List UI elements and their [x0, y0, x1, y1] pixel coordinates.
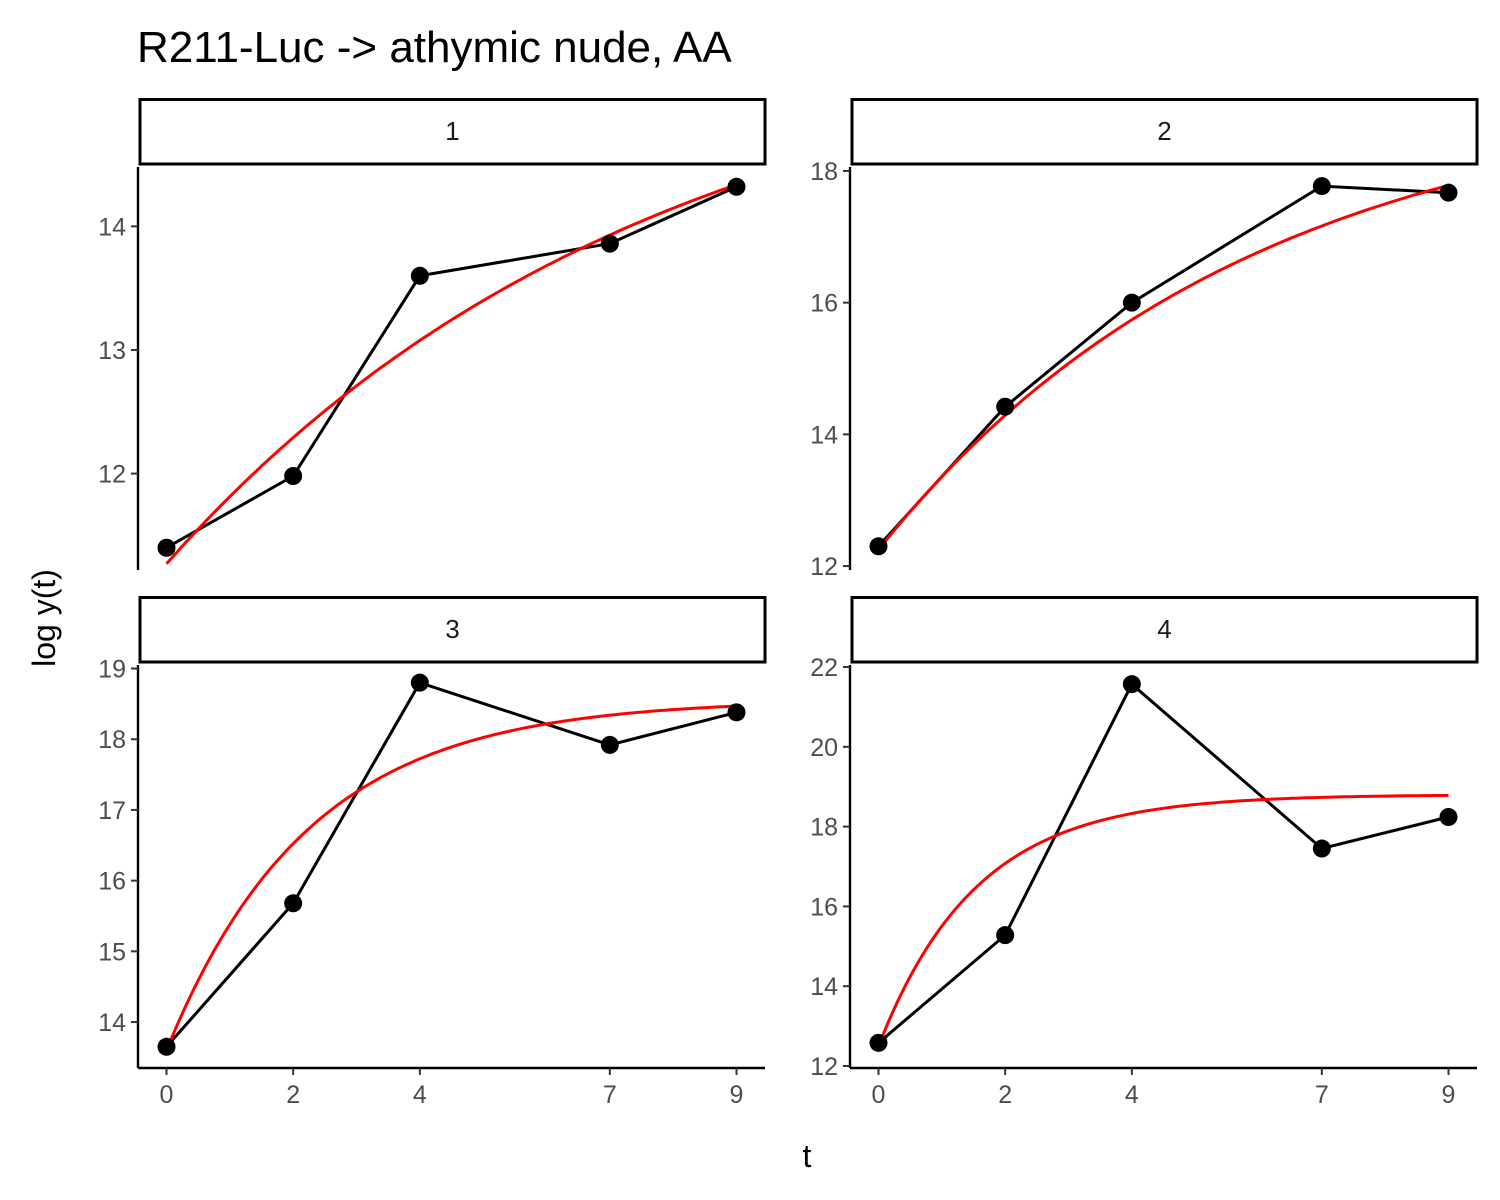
- y-tick-label: 16: [98, 868, 126, 896]
- panel-4: 4 12 14 16 18 20 22 0 2 4 7 9: [810, 596, 1479, 1109]
- x-tick-label: 4: [413, 1081, 427, 1109]
- y-tick-label: 14: [810, 421, 838, 449]
- x-tick-label: 0: [160, 1081, 174, 1109]
- panel-3: 3 14 15 16 17 18 19 0 2 4 7 9: [98, 596, 767, 1109]
- observed-point: [157, 1037, 176, 1056]
- fitted-curve-line: [165, 704, 737, 1051]
- observed-point: [284, 894, 303, 913]
- observed-point: [410, 266, 429, 285]
- observed-point: [996, 926, 1015, 945]
- y-tick-label: 12: [810, 553, 838, 581]
- fitted-curve-line: [877, 183, 1449, 551]
- x-tick-label: 7: [603, 1081, 617, 1109]
- x-tick-label: 4: [1125, 1081, 1139, 1109]
- facet-strip: [850, 98, 1479, 166]
- chart-title: R211-Luc -> athymic nude, AA: [137, 23, 732, 72]
- panel-1: 1 12 13 14: [98, 98, 767, 570]
- observed-series-line: [877, 681, 1449, 1045]
- facet-strip: [138, 596, 767, 664]
- observed-series-line: [877, 184, 1449, 548]
- y-tick-label: 15: [98, 938, 126, 966]
- facet-strip-label: 3: [445, 614, 459, 644]
- y-tick-label: 18: [810, 814, 838, 842]
- observed-series-line: [165, 185, 738, 550]
- y-tick-label: 20: [810, 734, 838, 762]
- observed-point: [1312, 839, 1331, 858]
- panel-2: 2 12 14 16 18: [810, 98, 1479, 581]
- observed-point: [869, 1033, 888, 1052]
- facet-strip-label: 2: [1157, 116, 1171, 146]
- facet-strip-label: 4: [1157, 614, 1171, 644]
- observed-point: [1122, 293, 1141, 312]
- x-tick-label: 0: [872, 1081, 886, 1109]
- observed-point: [284, 467, 303, 486]
- observed-point: [410, 673, 429, 692]
- y-tick-label: 22: [810, 654, 838, 682]
- observed-point: [600, 735, 619, 754]
- y-tick-label: 12: [810, 1053, 838, 1081]
- observed-point: [157, 538, 176, 557]
- x-tick-label: 9: [730, 1081, 744, 1109]
- fitted-curve-line: [165, 183, 738, 565]
- facet-strip: [138, 98, 767, 166]
- x-tick-label: 2: [998, 1081, 1012, 1109]
- y-axis-title: log y(t): [26, 569, 62, 667]
- observed-point: [1122, 675, 1141, 694]
- observed-point: [869, 537, 888, 556]
- facet-strip: [850, 596, 1479, 664]
- x-tick-label: 2: [286, 1081, 300, 1109]
- observed-point: [996, 397, 1015, 416]
- observed-series-line: [165, 680, 737, 1048]
- observed-point: [1439, 183, 1458, 202]
- y-tick-label: 14: [98, 213, 126, 241]
- observed-point: [600, 234, 619, 253]
- x-tick-label: 9: [1442, 1081, 1456, 1109]
- observed-point: [1312, 177, 1331, 196]
- x-tick-label: 7: [1315, 1081, 1329, 1109]
- fitted-curve-line: [877, 793, 1449, 1047]
- y-tick-label: 14: [98, 1009, 126, 1037]
- observed-point: [727, 177, 746, 196]
- y-tick-label: 16: [810, 290, 838, 318]
- y-tick-label: 18: [810, 158, 838, 186]
- y-tick-label: 14: [810, 973, 838, 1001]
- y-tick-label: 16: [810, 893, 838, 921]
- y-tick-label: 18: [98, 726, 126, 754]
- y-tick-label: 17: [98, 797, 126, 825]
- observed-point: [727, 703, 746, 722]
- x-axis-title: t: [803, 1138, 812, 1174]
- observed-point: [1439, 808, 1458, 827]
- y-tick-label: 12: [98, 461, 126, 489]
- y-tick-label: 19: [98, 656, 126, 684]
- facet-strip-label: 1: [445, 116, 459, 146]
- y-tick-label: 13: [98, 337, 126, 365]
